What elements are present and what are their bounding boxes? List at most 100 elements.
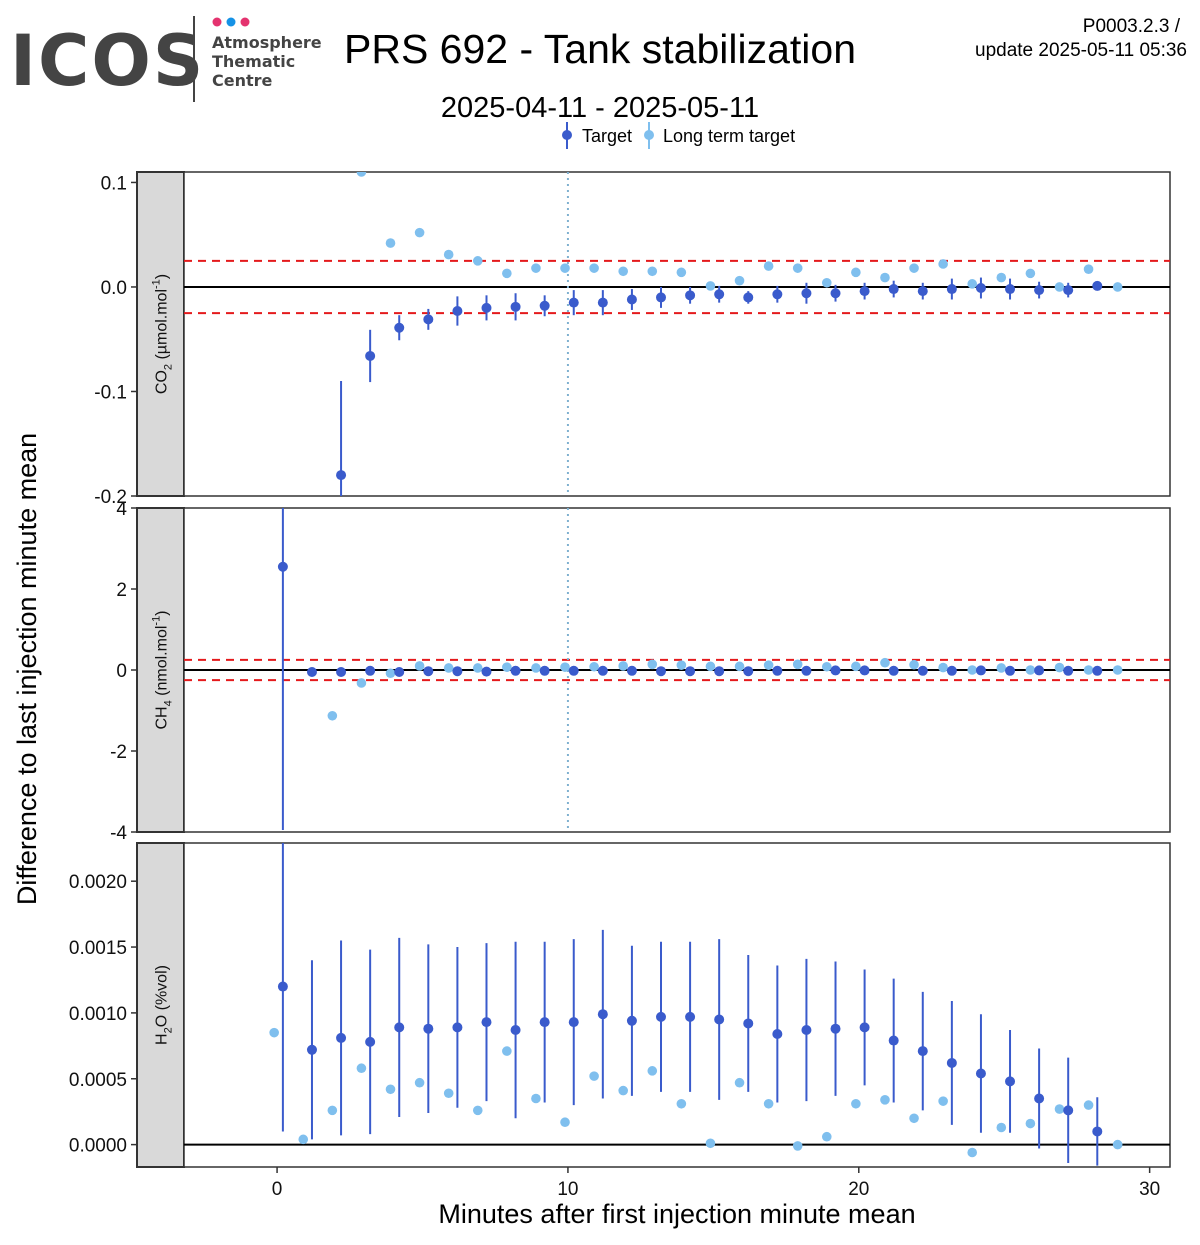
co2-target-point (859, 286, 870, 297)
ch4-longterm-point (734, 661, 745, 672)
ch4-longterm-point (327, 710, 338, 721)
chart-title: PRS 692 - Tank stabilization (344, 26, 856, 72)
ch4-target-point (830, 665, 841, 676)
logo-dot-3 (240, 17, 250, 27)
ch4-ytick-label: -4 (110, 823, 127, 844)
co2-longterm-point (385, 238, 396, 248)
h2o-longterm-point (909, 1113, 919, 1124)
ch4-target-point (626, 665, 637, 676)
h2o-target-point (946, 1057, 957, 1068)
h2o-longterm-point (298, 1134, 309, 1145)
co2-longterm-point (938, 259, 948, 269)
ch4-longterm-point (589, 661, 599, 672)
h2o-longterm-point (269, 1027, 279, 1038)
h2o-target-point (481, 1017, 492, 1028)
ch4-target-point (1005, 665, 1016, 676)
h2o-target-point (539, 1017, 550, 1028)
h2o-longterm-point (472, 1105, 483, 1116)
h2o-longterm-point (851, 1098, 861, 1109)
co2-ytick-label: -0.1 (94, 382, 127, 403)
ch4-longterm-point (676, 660, 687, 670)
ch4-longterm-point (531, 663, 541, 673)
ch4-target-point (656, 666, 667, 677)
h2o-longterm-point (385, 1084, 396, 1095)
ch4-target-point (714, 666, 725, 677)
co2-longterm-point (560, 263, 570, 273)
logo-sub-2: Thematic (212, 52, 295, 71)
ch4-longterm-point (880, 657, 890, 668)
x-tick-label: 0 (272, 1179, 283, 1200)
co2-longterm-point (734, 275, 745, 286)
co2-plot-area (183, 171, 1171, 497)
h2o-longterm-point (589, 1071, 599, 1081)
ch4-target-point (1092, 665, 1103, 676)
h2o-longterm-point (792, 1141, 803, 1151)
h2o-target-point (510, 1025, 521, 1036)
co2-target-point (394, 322, 405, 333)
co2-longterm-point (792, 263, 803, 273)
co2-target-point (1063, 285, 1074, 296)
h2o-ytick-label: 0.0005 (69, 1070, 127, 1091)
co2-target-point (714, 289, 725, 300)
h2o-longterm-point (560, 1117, 570, 1128)
h2o-target-point (452, 1022, 463, 1033)
co2-target-point (539, 300, 550, 311)
co2-target-point (656, 292, 667, 303)
h2o-longterm-point (1054, 1104, 1065, 1114)
co2-longterm-point (763, 261, 774, 271)
ch4-longterm-point (1054, 662, 1065, 673)
co2-target-point (568, 297, 579, 308)
h2o-longterm-point (356, 1063, 367, 1074)
co2-longterm-point (1054, 282, 1065, 292)
legend-target-label: Target (582, 126, 632, 146)
h2o-target-point (917, 1046, 928, 1057)
co2-strip (136, 171, 185, 497)
h2o-longterm-point (502, 1046, 512, 1056)
h2o-marks (184, 843, 1170, 1166)
ch4-target-point (1034, 665, 1045, 676)
ch4-longterm-point (560, 662, 570, 672)
ch4-ytick-label: 4 (116, 499, 127, 520)
co2-target-point (626, 294, 637, 305)
logo-sub-3: Centre (212, 71, 273, 90)
co2-target-point (510, 301, 521, 312)
h2o-longterm-point (443, 1088, 454, 1099)
h2o-longterm-point (880, 1095, 890, 1105)
ch4-strip-label: CH4 (nmol.mol-1) (151, 610, 175, 729)
co2-ytick-label: 0.0 (101, 278, 127, 299)
h2o-longterm-point (676, 1098, 687, 1109)
co2-longterm-point (443, 249, 454, 260)
co2-longterm-point (414, 227, 425, 238)
h2o-target-point (685, 1011, 696, 1022)
h2o-target-point (801, 1025, 812, 1036)
ch4-target-point (597, 665, 608, 676)
h2o-longterm-point (618, 1085, 628, 1096)
h2o-target-point (888, 1035, 899, 1046)
co2-longterm-point (676, 267, 687, 278)
co2-longterm-point (1083, 264, 1094, 275)
h2o-target-point (1063, 1105, 1074, 1116)
ch4-longterm-point (851, 661, 861, 672)
h2o-ytick-label: 0.0015 (69, 938, 127, 959)
co2-longterm-point (618, 266, 628, 277)
ch4-target-point (452, 666, 463, 677)
update-label: update 2025-05-11 05:36 (975, 40, 1187, 61)
ch4-longterm-point (967, 665, 978, 675)
ch4-longterm-point (1083, 665, 1094, 675)
co2-panel: CO2 (µmol.mol-1) 0.1 0.0 -0.1 -0.2 (94, 171, 1171, 508)
ch4-longterm-point (414, 661, 425, 671)
co2-longterm-point (967, 279, 978, 289)
ch4-marks (184, 508, 1170, 832)
co2-longterm-point (909, 263, 919, 273)
co2-longterm-point (996, 272, 1007, 283)
co2-ytick-label: 0.1 (101, 173, 127, 194)
ch4-target-point (975, 665, 986, 676)
h2o-target-point (568, 1017, 579, 1028)
ch4-longterm-point (821, 661, 832, 672)
ch4-longterm-point (385, 668, 396, 679)
y-axis-label: Difference to last injection minute mean (12, 433, 42, 905)
h2o-longterm-point (705, 1138, 716, 1149)
co2-target-point (597, 297, 608, 308)
ch4-panel: CH4 (nmol.mol-1) 4 2 0 -2 -4 (110, 499, 1171, 844)
h2o-longterm-point (967, 1147, 978, 1158)
